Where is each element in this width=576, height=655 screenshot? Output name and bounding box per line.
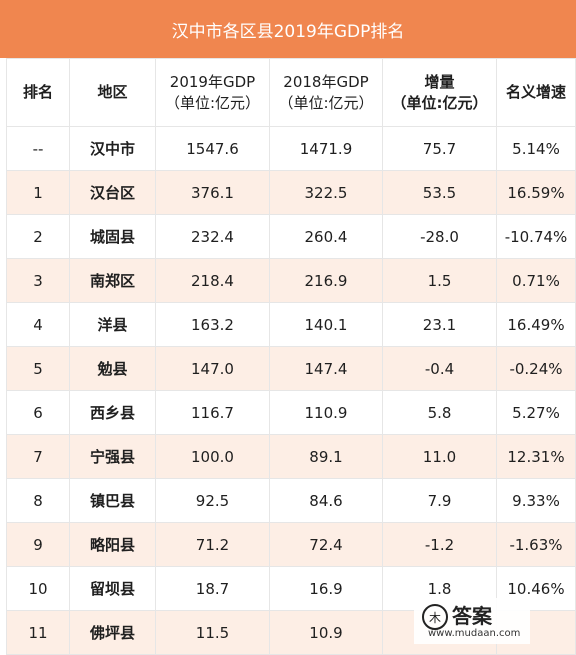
table-row: 1 汉台区 376.1 322.5 53.5 16.59% xyxy=(6,170,576,215)
cell-region: 略阳县 xyxy=(69,522,156,567)
cell-rank: 9 xyxy=(6,522,70,567)
cell-gdp-2018: 147.4 xyxy=(269,346,383,391)
cell-increase: 23.1 xyxy=(382,302,497,347)
cell-gdp-2019: 163.2 xyxy=(155,302,270,347)
header-growth: 名义增速 xyxy=(496,58,576,127)
cell-rank: 6 xyxy=(6,390,70,435)
cell-rank: 8 xyxy=(6,478,70,523)
cell-increase: 5.8 xyxy=(382,390,497,435)
answer-logo-icon: 木 xyxy=(422,604,448,630)
cell-region: 留坝县 xyxy=(69,566,156,611)
cell-rank: 10 xyxy=(6,566,70,611)
cell-rank: 3 xyxy=(6,258,70,303)
cell-increase: -0.4 xyxy=(382,346,497,391)
cell-gdp-2019: 376.1 xyxy=(155,170,270,215)
table-row: 3 南郑区 218.4 216.9 1.5 0.71% xyxy=(6,258,576,303)
cell-growth: -10.74% xyxy=(496,214,576,259)
cell-gdp-2018: 10.9 xyxy=(269,610,383,655)
cell-gdp-2018: 110.9 xyxy=(269,390,383,435)
watermark-url: www.mudaan.com xyxy=(428,628,521,639)
cell-gdp-2019: 71.2 xyxy=(155,522,270,567)
cell-gdp-2018: 16.9 xyxy=(269,566,383,611)
header-gdp-2019-line1: 2019年GDP xyxy=(169,72,256,91)
cell-increase: 1.5 xyxy=(382,258,497,303)
cell-gdp-2018: 216.9 xyxy=(269,258,383,303)
table-row: 5 勉县 147.0 147.4 -0.4 -0.24% xyxy=(6,346,576,391)
table-row: 7 宁强县 100.0 89.1 11.0 12.31% xyxy=(6,434,576,479)
cell-region: 南郑区 xyxy=(69,258,156,303)
header-increase-line1: 增量 xyxy=(424,72,455,91)
cell-rank: -- xyxy=(6,126,70,171)
cell-gdp-2019: 116.7 xyxy=(155,390,270,435)
cell-increase: 75.7 xyxy=(382,126,497,171)
cell-gdp-2019: 232.4 xyxy=(155,214,270,259)
cell-gdp-2018: 84.6 xyxy=(269,478,383,523)
cell-gdp-2019: 18.7 xyxy=(155,566,270,611)
cell-gdp-2018: 322.5 xyxy=(269,170,383,215)
cell-growth: 16.59% xyxy=(496,170,576,215)
cell-region: 洋县 xyxy=(69,302,156,347)
cell-gdp-2018: 89.1 xyxy=(269,434,383,479)
header-increase: 增量 （单位:亿元） xyxy=(382,58,497,127)
cell-region: 宁强县 xyxy=(69,434,156,479)
cell-gdp-2019: 11.5 xyxy=(155,610,270,655)
cell-region: 汉中市 xyxy=(69,126,156,171)
cell-growth: 16.49% xyxy=(496,302,576,347)
table-row: 4 洋县 163.2 140.1 23.1 16.49% xyxy=(6,302,576,347)
table-row: 9 略阳县 71.2 72.4 -1.2 -1.63% xyxy=(6,522,576,567)
cell-gdp-2019: 100.0 xyxy=(155,434,270,479)
cell-increase: -1.2 xyxy=(382,522,497,567)
gdp-ranking-table: 排名 地区 2019年GDP （单位:亿元） 2018年GDP （单位:亿元） … xyxy=(6,58,576,655)
cell-growth: 9.33% xyxy=(496,478,576,523)
header-gdp-2018: 2018年GDP （单位:亿元） xyxy=(269,58,383,127)
cell-growth: 5.14% xyxy=(496,126,576,171)
header-rank: 排名 xyxy=(6,58,70,127)
table-row: 2 城固县 232.4 260.4 -28.0 -10.74% xyxy=(6,214,576,259)
table-row: 6 西乡县 116.7 110.9 5.8 5.27% xyxy=(6,390,576,435)
cell-growth: 0.71% xyxy=(496,258,576,303)
cell-region: 勉县 xyxy=(69,346,156,391)
cell-growth: -0.24% xyxy=(496,346,576,391)
cell-rank: 11 xyxy=(6,610,70,655)
table-row: 8 镇巴县 92.5 84.6 7.9 9.33% xyxy=(6,478,576,523)
cell-gdp-2018: 140.1 xyxy=(269,302,383,347)
cell-rank: 2 xyxy=(6,214,70,259)
header-region: 地区 xyxy=(69,58,156,127)
table-header-row: 排名 地区 2019年GDP （单位:亿元） 2018年GDP （单位:亿元） … xyxy=(6,58,576,127)
header-gdp-2018-line1: 2018年GDP xyxy=(283,72,369,91)
cell-growth: 5.27% xyxy=(496,390,576,435)
cell-increase: 53.5 xyxy=(382,170,497,215)
header-gdp-2018-unit: （单位:亿元） xyxy=(278,93,374,112)
cell-gdp-2019: 1547.6 xyxy=(155,126,270,171)
cell-gdp-2019: 147.0 xyxy=(155,346,270,391)
table-row: -- 汉中市 1547.6 1471.9 75.7 5.14% xyxy=(6,126,576,171)
cell-region: 镇巴县 xyxy=(69,478,156,523)
cell-increase: -28.0 xyxy=(382,214,497,259)
cell-growth: 12.31% xyxy=(496,434,576,479)
cell-region: 西乡县 xyxy=(69,390,156,435)
cell-gdp-2018: 1471.9 xyxy=(269,126,383,171)
cell-region: 城固县 xyxy=(69,214,156,259)
watermark: 木 答案 www.mudaan.com xyxy=(414,598,530,644)
cell-increase: 11.0 xyxy=(382,434,497,479)
watermark-text: 答案 xyxy=(452,604,492,628)
cell-increase: 7.9 xyxy=(382,478,497,523)
cell-region: 汉台区 xyxy=(69,170,156,215)
cell-growth: -1.63% xyxy=(496,522,576,567)
cell-rank: 7 xyxy=(6,434,70,479)
table-row: 11 佛坪县 11.5 10.9 xyxy=(6,610,576,655)
cell-rank: 4 xyxy=(6,302,70,347)
cell-gdp-2018: 260.4 xyxy=(269,214,383,259)
cell-gdp-2019: 92.5 xyxy=(155,478,270,523)
header-increase-unit: （单位:亿元） xyxy=(391,93,488,112)
cell-region: 佛坪县 xyxy=(69,610,156,655)
cell-rank: 1 xyxy=(6,170,70,215)
header-gdp-2019-unit: （单位:亿元） xyxy=(164,93,261,112)
page-title: 汉中市各区县2019年GDP排名 xyxy=(0,0,576,58)
cell-rank: 5 xyxy=(6,346,70,391)
header-gdp-2019: 2019年GDP （单位:亿元） xyxy=(155,58,270,127)
cell-gdp-2019: 218.4 xyxy=(155,258,270,303)
cell-gdp-2018: 72.4 xyxy=(269,522,383,567)
